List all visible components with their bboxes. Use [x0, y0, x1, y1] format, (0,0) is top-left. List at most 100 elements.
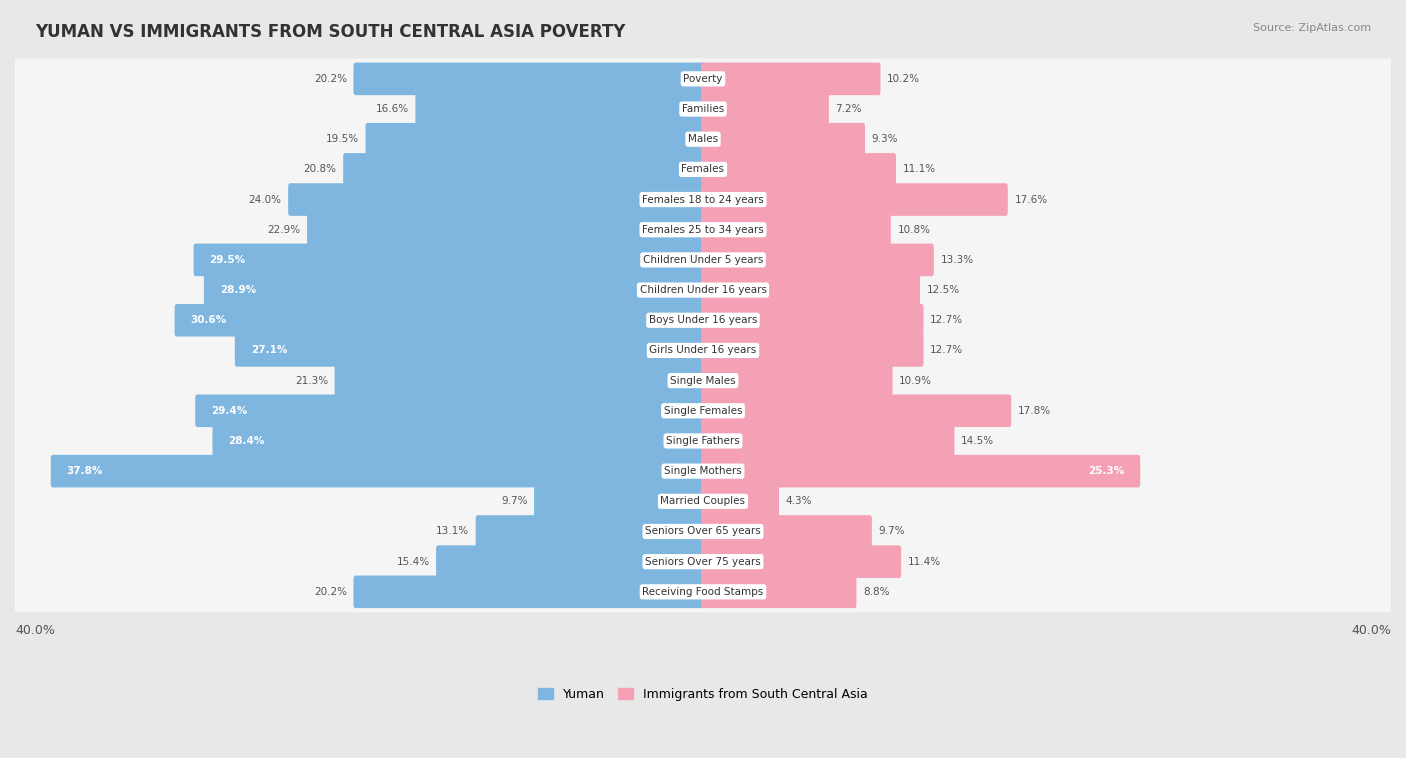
Text: Single Mothers: Single Mothers [664, 466, 742, 476]
FancyBboxPatch shape [335, 365, 704, 397]
FancyBboxPatch shape [7, 58, 1399, 99]
Text: 4.3%: 4.3% [786, 496, 813, 506]
Text: 19.5%: 19.5% [326, 134, 359, 144]
FancyBboxPatch shape [702, 515, 872, 548]
Text: Females 18 to 24 years: Females 18 to 24 years [643, 195, 763, 205]
Text: 25.3%: 25.3% [1088, 466, 1125, 476]
FancyBboxPatch shape [7, 179, 1399, 220]
Text: 29.5%: 29.5% [209, 255, 246, 265]
Text: 12.7%: 12.7% [929, 315, 963, 325]
FancyBboxPatch shape [7, 330, 1399, 371]
FancyBboxPatch shape [204, 274, 704, 306]
FancyBboxPatch shape [353, 63, 704, 96]
Text: 10.9%: 10.9% [898, 376, 932, 386]
Text: 12.7%: 12.7% [929, 346, 963, 356]
Text: Source: ZipAtlas.com: Source: ZipAtlas.com [1253, 23, 1371, 33]
Text: 16.6%: 16.6% [375, 104, 409, 114]
Text: 11.4%: 11.4% [908, 556, 941, 567]
FancyBboxPatch shape [7, 89, 1399, 130]
Text: 37.8%: 37.8% [66, 466, 103, 476]
Text: 7.2%: 7.2% [835, 104, 862, 114]
FancyBboxPatch shape [436, 545, 704, 578]
Text: Females 25 to 34 years: Females 25 to 34 years [643, 224, 763, 235]
Text: Females: Females [682, 164, 724, 174]
Text: 15.4%: 15.4% [396, 556, 429, 567]
Text: 17.8%: 17.8% [1018, 406, 1050, 416]
Text: 13.1%: 13.1% [436, 527, 470, 537]
FancyBboxPatch shape [702, 153, 896, 186]
FancyBboxPatch shape [7, 421, 1399, 462]
FancyBboxPatch shape [7, 119, 1399, 160]
Text: 21.3%: 21.3% [295, 376, 328, 386]
Text: 40.0%: 40.0% [1351, 625, 1391, 637]
FancyBboxPatch shape [702, 424, 955, 457]
FancyBboxPatch shape [702, 334, 924, 367]
Text: 14.5%: 14.5% [960, 436, 994, 446]
FancyBboxPatch shape [51, 455, 704, 487]
Text: Girls Under 16 years: Girls Under 16 years [650, 346, 756, 356]
Legend: Yuman, Immigrants from South Central Asia: Yuman, Immigrants from South Central Asi… [533, 683, 873, 706]
FancyBboxPatch shape [353, 575, 704, 608]
Text: 10.2%: 10.2% [887, 74, 920, 84]
Text: 9.7%: 9.7% [501, 496, 527, 506]
Text: 20.2%: 20.2% [314, 587, 347, 597]
FancyBboxPatch shape [343, 153, 704, 186]
FancyBboxPatch shape [534, 485, 704, 518]
FancyBboxPatch shape [702, 92, 830, 125]
Text: Receiving Food Stamps: Receiving Food Stamps [643, 587, 763, 597]
Text: 9.3%: 9.3% [872, 134, 898, 144]
FancyBboxPatch shape [7, 149, 1399, 190]
Text: Poverty: Poverty [683, 74, 723, 84]
FancyBboxPatch shape [702, 274, 920, 306]
FancyBboxPatch shape [7, 541, 1399, 582]
FancyBboxPatch shape [702, 63, 880, 96]
Text: 13.3%: 13.3% [941, 255, 973, 265]
Text: 11.1%: 11.1% [903, 164, 935, 174]
Text: 27.1%: 27.1% [250, 346, 287, 356]
FancyBboxPatch shape [7, 240, 1399, 280]
FancyBboxPatch shape [7, 270, 1399, 311]
FancyBboxPatch shape [7, 299, 1399, 341]
Text: 28.9%: 28.9% [219, 285, 256, 295]
Text: Families: Families [682, 104, 724, 114]
FancyBboxPatch shape [702, 394, 1011, 427]
FancyBboxPatch shape [366, 123, 704, 155]
FancyBboxPatch shape [235, 334, 704, 367]
Text: 30.6%: 30.6% [190, 315, 226, 325]
FancyBboxPatch shape [702, 455, 1140, 487]
FancyBboxPatch shape [7, 572, 1399, 612]
Text: Children Under 5 years: Children Under 5 years [643, 255, 763, 265]
FancyBboxPatch shape [702, 123, 865, 155]
FancyBboxPatch shape [702, 575, 856, 608]
Text: 12.5%: 12.5% [927, 285, 960, 295]
FancyBboxPatch shape [7, 209, 1399, 250]
FancyBboxPatch shape [7, 481, 1399, 522]
Text: 17.6%: 17.6% [1014, 195, 1047, 205]
FancyBboxPatch shape [702, 214, 891, 246]
Text: YUMAN VS IMMIGRANTS FROM SOUTH CENTRAL ASIA POVERTY: YUMAN VS IMMIGRANTS FROM SOUTH CENTRAL A… [35, 23, 626, 41]
Text: Single Females: Single Females [664, 406, 742, 416]
Text: Seniors Over 65 years: Seniors Over 65 years [645, 527, 761, 537]
FancyBboxPatch shape [702, 485, 779, 518]
FancyBboxPatch shape [288, 183, 704, 216]
Text: Children Under 16 years: Children Under 16 years [640, 285, 766, 295]
Text: 24.0%: 24.0% [249, 195, 281, 205]
Text: 8.8%: 8.8% [863, 587, 890, 597]
FancyBboxPatch shape [212, 424, 704, 457]
FancyBboxPatch shape [7, 511, 1399, 552]
Text: Single Fathers: Single Fathers [666, 436, 740, 446]
Text: 20.2%: 20.2% [314, 74, 347, 84]
Text: 22.9%: 22.9% [267, 224, 301, 235]
Text: 9.7%: 9.7% [879, 527, 905, 537]
Text: 10.8%: 10.8% [897, 224, 931, 235]
Text: 29.4%: 29.4% [211, 406, 247, 416]
FancyBboxPatch shape [307, 214, 704, 246]
FancyBboxPatch shape [702, 243, 934, 276]
FancyBboxPatch shape [702, 183, 1008, 216]
Text: 28.4%: 28.4% [228, 436, 264, 446]
Text: Males: Males [688, 134, 718, 144]
FancyBboxPatch shape [7, 360, 1399, 401]
FancyBboxPatch shape [702, 304, 924, 337]
FancyBboxPatch shape [7, 390, 1399, 431]
FancyBboxPatch shape [195, 394, 704, 427]
